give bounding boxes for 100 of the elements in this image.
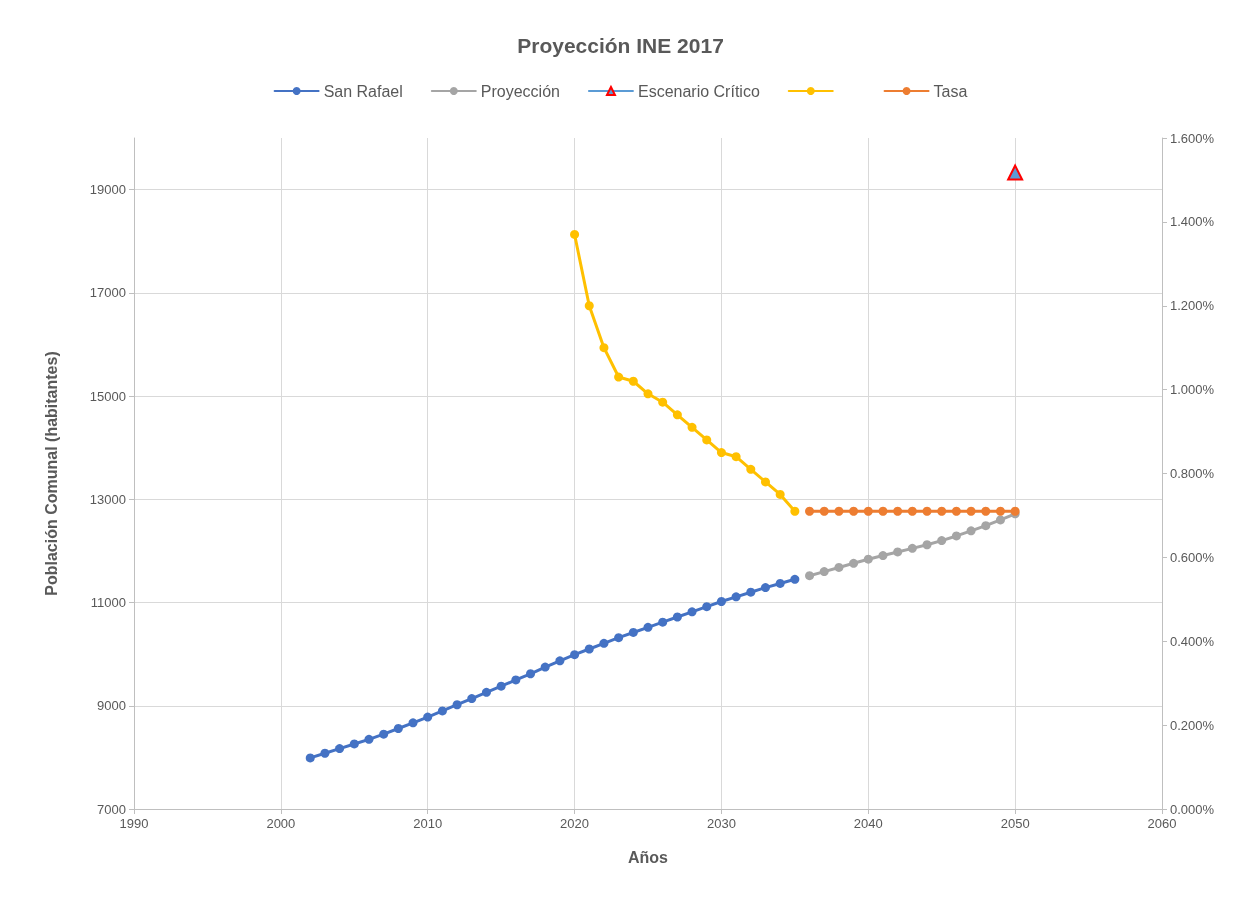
- point: [349, 739, 359, 749]
- point: [819, 567, 829, 577]
- point: [805, 571, 815, 581]
- point: [570, 650, 580, 660]
- point: [775, 578, 785, 588]
- y2-tick-label: 1.200%: [1170, 298, 1215, 314]
- point: [658, 617, 668, 627]
- point: [467, 694, 477, 704]
- y-tick-label: 19000: [89, 182, 126, 198]
- point: [863, 506, 873, 516]
- legend-label: San Rafael: [323, 82, 403, 100]
- y-tick-label: 15000: [89, 388, 126, 404]
- point: [452, 700, 462, 710]
- point: [540, 662, 550, 672]
- y2-tick-label: 1.400%: [1170, 214, 1215, 230]
- point: [731, 592, 741, 602]
- y-tick-label: 11000: [90, 595, 126, 611]
- point: [496, 681, 506, 691]
- point: [995, 515, 1005, 525]
- x-tick-label: 2000: [266, 816, 296, 831]
- y2-tick-label: 1.600%: [1170, 130, 1215, 146]
- point: [951, 531, 961, 541]
- point: [658, 397, 668, 407]
- point: [893, 547, 903, 557]
- point: [893, 506, 903, 516]
- point: [731, 452, 741, 462]
- point: [702, 602, 712, 612]
- point: [819, 506, 829, 516]
- point: [423, 712, 433, 722]
- point: [849, 506, 859, 516]
- x-tick-label: 2020: [560, 816, 590, 831]
- point: [599, 638, 609, 648]
- point: [1007, 164, 1024, 181]
- point: [687, 422, 697, 432]
- point: [335, 744, 345, 754]
- legend-label: Escenario Crítico: [637, 82, 760, 100]
- point: [907, 506, 917, 516]
- y-tick-label: 9000: [97, 698, 126, 714]
- point: [628, 376, 638, 386]
- point: [981, 521, 991, 531]
- x-tick-label: 2030: [706, 816, 736, 831]
- point: [481, 687, 491, 697]
- y2-tick-label: 0.200%: [1170, 717, 1215, 733]
- point: [849, 558, 859, 568]
- point: [628, 627, 638, 637]
- point: [937, 536, 947, 546]
- point: [408, 718, 418, 728]
- legend-label: Tasa: [933, 82, 968, 100]
- y2-tick-label: 1.000%: [1170, 382, 1215, 398]
- point: [966, 506, 976, 516]
- x-tick-label: 2010: [413, 816, 443, 831]
- point: [775, 489, 785, 499]
- y-tick-label: 17000: [89, 285, 126, 301]
- point: [790, 506, 800, 516]
- point: [760, 477, 770, 487]
- point: [805, 506, 815, 516]
- point: [643, 622, 653, 632]
- point: [995, 506, 1005, 516]
- point: [878, 551, 888, 561]
- x-axis-title: Años: [628, 848, 669, 866]
- point: [746, 587, 756, 597]
- point: [863, 554, 873, 564]
- point: [511, 675, 521, 685]
- x-tick-label: 2040: [853, 816, 883, 831]
- y2-tick-label: 0.600%: [1170, 549, 1215, 565]
- point: [526, 669, 536, 679]
- x-tick-label: 2060: [1147, 816, 1177, 831]
- point: [760, 583, 770, 593]
- legend-label: Proyección: [480, 82, 560, 100]
- y2-tick-label: 0.400%: [1170, 633, 1215, 649]
- point: [746, 464, 756, 474]
- point: [379, 729, 389, 739]
- point: [702, 435, 712, 445]
- point: [834, 506, 844, 516]
- point: [570, 229, 580, 239]
- point: [951, 506, 961, 516]
- point: [981, 506, 991, 516]
- point: [878, 506, 888, 516]
- y2-tick-label: 0.800%: [1170, 466, 1215, 481]
- point: [922, 540, 932, 550]
- y-tick-label: 13000: [89, 491, 126, 507]
- point: [320, 748, 330, 758]
- point: [305, 753, 315, 763]
- point: [599, 343, 609, 353]
- y-axis-title: Población Comunal (habitantes): [42, 351, 60, 596]
- y2-tick-label: 0.000%: [1170, 801, 1215, 817]
- point: [687, 607, 697, 617]
- point: [584, 644, 594, 654]
- point: [584, 301, 594, 311]
- point: [937, 506, 947, 516]
- point: [716, 448, 726, 458]
- point: [614, 372, 624, 382]
- y-tick-label: 7000: [97, 801, 126, 817]
- point: [643, 389, 653, 399]
- point: [922, 506, 932, 516]
- point: [907, 543, 917, 553]
- point: [364, 734, 374, 744]
- point: [790, 574, 800, 584]
- x-tick-label: 1990: [119, 816, 149, 831]
- point: [614, 633, 624, 643]
